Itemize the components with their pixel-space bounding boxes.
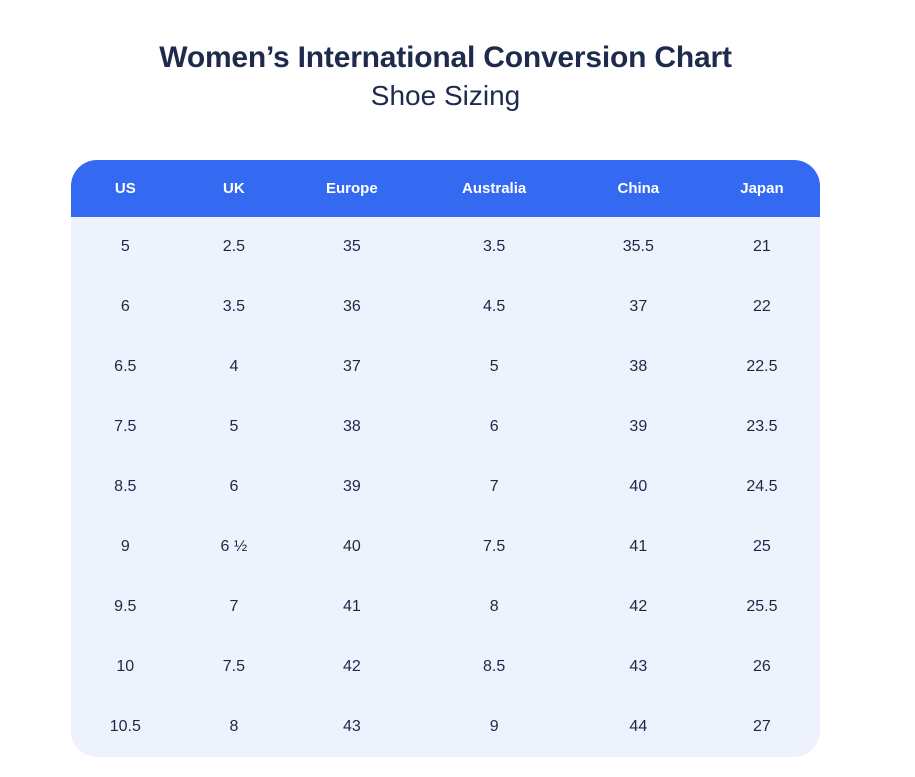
size-cell: 3.5 — [415, 217, 573, 277]
size-cell: 7.5 — [415, 517, 573, 577]
size-cell: 9.5 — [71, 577, 180, 637]
size-cell: 6 — [71, 277, 180, 337]
size-cell: 10.5 — [71, 697, 180, 757]
size-cell: 43 — [572, 637, 704, 697]
conversion-table: US UK Europe Australia China Japan 5 2.5 35 3.5 3… — [71, 160, 820, 757]
size-cell: 40 — [288, 517, 416, 577]
size-cell: 38 — [288, 397, 416, 457]
column-header-australia: Australia — [415, 160, 573, 217]
table-row: 5 2.5 35 3.5 35.5 21 — [71, 217, 820, 277]
size-cell: 6.5 — [71, 337, 180, 397]
size-cell: 7 — [179, 577, 289, 637]
size-cell: 4 — [179, 337, 289, 397]
page-subtitle: Shoe Sizing — [370, 80, 521, 111]
size-cell: 22.5 — [703, 337, 820, 397]
size-cell: 42 — [288, 637, 416, 697]
size-cell: 8 — [415, 577, 573, 637]
size-cell: 9 — [415, 697, 573, 757]
size-cell: 35 — [288, 217, 416, 277]
size-cell: 5 — [71, 217, 180, 277]
size-cell: 24.5 — [703, 457, 820, 517]
table-header: US UK Europe Australia China Japan — [71, 160, 820, 217]
column-header-us: US — [71, 160, 180, 217]
size-cell: 21 — [703, 217, 820, 277]
size-cell: 5 — [179, 397, 289, 457]
size-cell: 26 — [703, 637, 820, 697]
column-header-japan: Japan — [703, 160, 820, 217]
size-cell: 23.5 — [703, 397, 820, 457]
size-cell: 44 — [572, 697, 704, 757]
table-row: 10.5 8 43 9 44 27 — [71, 697, 820, 757]
table-row: 8.5 6 39 7 40 24.5 — [71, 457, 820, 517]
size-cell: 25.5 — [703, 577, 820, 637]
size-cell: 7 — [415, 457, 573, 517]
column-header-china: China — [572, 160, 704, 217]
size-cell: 27 — [703, 697, 820, 757]
size-cell: 10 — [71, 637, 180, 697]
size-cell: 2.5 — [179, 217, 289, 277]
table-body: 5 2.5 35 3.5 35.5 21 6 3.5 36 4.5 37 22 6.5 4 37 5 38 22.… — [71, 217, 820, 757]
table-row: 9.5 7 41 8 42 25.5 — [71, 577, 820, 637]
size-cell: 22 — [703, 277, 820, 337]
table-row: 10 7.5 42 8.5 43 26 — [71, 637, 820, 697]
size-cell: 8 — [179, 697, 289, 757]
size-cell: 25 — [703, 517, 820, 577]
page: Women’s International Conversion Chart S… — [71, 0, 820, 757]
column-header-uk: UK — [179, 160, 289, 217]
size-cell: 8.5 — [71, 457, 180, 517]
size-cell: 35.5 — [572, 217, 704, 277]
size-cell: 7.5 — [71, 397, 180, 457]
size-cell: 40 — [572, 457, 704, 517]
size-cell: 43 — [288, 697, 416, 757]
size-cell: 9 — [71, 517, 180, 577]
table-row: 6.5 4 37 5 38 22.5 — [71, 337, 820, 397]
size-cell: 6 ½ — [179, 517, 289, 577]
page-title: Women’s International Conversion Chart — [159, 41, 732, 74]
size-cell: 38 — [572, 337, 704, 397]
size-cell: 42 — [572, 577, 704, 637]
size-cell: 41 — [288, 577, 416, 637]
column-header-europe: Europe — [288, 160, 416, 217]
table-row: 6 3.5 36 4.5 37 22 — [71, 277, 820, 337]
size-cell: 6 — [179, 457, 289, 517]
size-cell: 39 — [572, 397, 704, 457]
size-cell: 37 — [572, 277, 704, 337]
size-cell: 8.5 — [415, 637, 573, 697]
size-cell: 5 — [415, 337, 573, 397]
size-cell: 39 — [288, 457, 416, 517]
size-cell: 4.5 — [415, 277, 573, 337]
size-cell: 36 — [288, 277, 416, 337]
size-cell: 41 — [572, 517, 704, 577]
size-cell: 3.5 — [179, 277, 289, 337]
table-row: 7.5 5 38 6 39 23.5 — [71, 397, 820, 457]
size-cell: 6 — [415, 397, 573, 457]
shoe-size-conversion-table: US UK Europe Australia China Japan 5 2.5 35 3.5 3… — [71, 160, 820, 757]
size-cell: 37 — [288, 337, 416, 397]
size-cell: 7.5 — [179, 637, 289, 697]
table-header-row: US UK Europe Australia China Japan — [71, 160, 820, 217]
